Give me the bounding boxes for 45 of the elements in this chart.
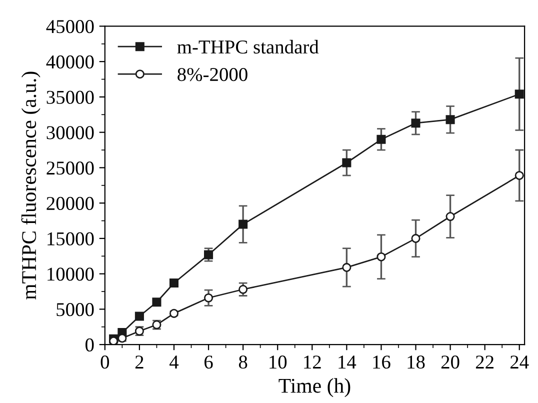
x-tick-label: 4 (170, 356, 179, 368)
point (169, 308, 178, 318)
point (376, 134, 386, 144)
legend-label: 8%-2000 (178, 68, 248, 82)
point (204, 250, 214, 260)
point (342, 262, 352, 272)
point (514, 170, 524, 180)
y-tick-label: 0 (86, 338, 94, 352)
y-tick-label: 15000 (48, 232, 94, 246)
y-tick-label: 20000 (46, 196, 94, 210)
point (238, 284, 248, 294)
x-tick-label: 20 (441, 356, 460, 369)
point (134, 312, 144, 321)
x-tick-label: 16 (373, 356, 390, 369)
x-tick-label: 12 (304, 356, 321, 368)
x-tick-label: 22 (476, 356, 494, 368)
y-tick-label: 30000 (46, 126, 94, 140)
point (342, 158, 352, 168)
x-tick-label: 8 (238, 356, 248, 369)
x-tick-label: 24 (510, 356, 529, 368)
y-tick-label: 40000 (46, 55, 94, 69)
y-axis-title: mTHPC fluorescence (a.u.) (21, 72, 40, 300)
x-tick-label: 18 (408, 356, 425, 369)
legend-label: m-THPC standard (177, 40, 319, 54)
point (411, 118, 420, 128)
x-axis-title: Time (h) (278, 378, 350, 398)
point (238, 220, 248, 229)
y-tick-label: 5000 (56, 303, 94, 316)
point (446, 212, 455, 222)
y-tick-label: 45000 (46, 20, 94, 34)
point (204, 293, 214, 302)
x-tick-label: 0 (100, 356, 110, 369)
point (411, 234, 420, 243)
y-tick-label: 10000 (48, 268, 94, 281)
x-tick-label: 14 (338, 356, 356, 368)
y-tick-label: 25000 (46, 162, 94, 175)
point (169, 278, 178, 288)
x-tick-label: 6 (204, 356, 213, 369)
x-tick-label: 2 (135, 356, 144, 368)
point (152, 298, 162, 307)
x-tick-label: 10 (270, 356, 287, 369)
point (446, 115, 455, 124)
point (514, 90, 524, 99)
point (376, 252, 386, 262)
y-tick-label: 35000 (46, 90, 94, 104)
